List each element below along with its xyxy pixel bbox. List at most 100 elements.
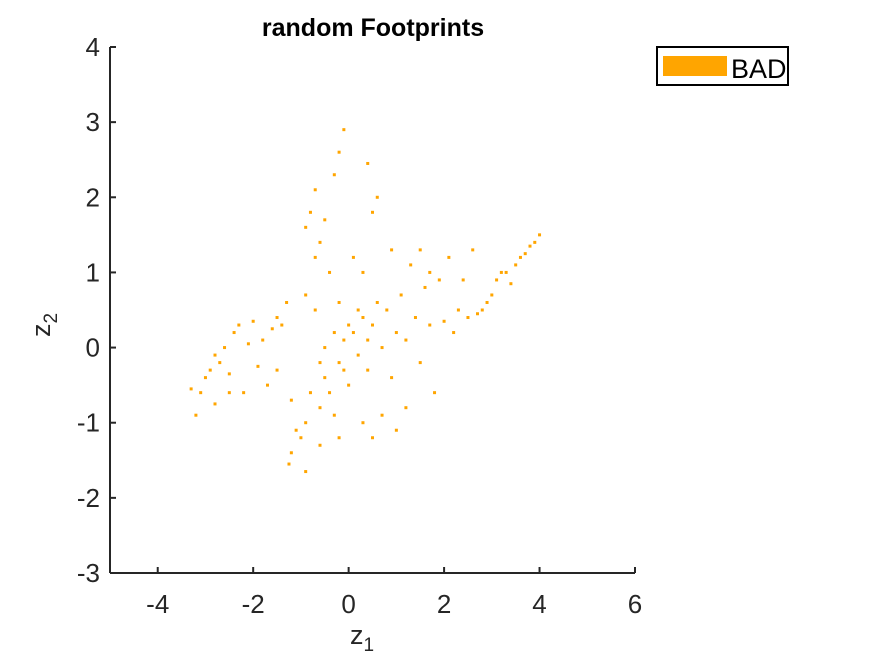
data-point [313, 308, 317, 312]
data-point [318, 240, 322, 244]
data-point [318, 443, 322, 447]
data-point [466, 316, 470, 320]
data-point [223, 346, 227, 350]
data-point [218, 361, 222, 365]
data-point [328, 270, 332, 274]
y-tick-label: 2 [86, 182, 100, 212]
data-point [342, 368, 346, 372]
legend: BAD [656, 46, 789, 86]
data-point [356, 308, 360, 312]
data-point [490, 293, 494, 297]
data-point [366, 161, 370, 165]
data-point [351, 331, 355, 335]
data-point [308, 391, 312, 395]
y-ticks: -3 -2 -1 0 1 2 3 4 [77, 32, 116, 588]
data-point [442, 319, 446, 323]
data-point [194, 413, 198, 417]
data-point [208, 368, 212, 372]
data-point [538, 233, 542, 237]
data-point [428, 270, 432, 274]
data-point [366, 338, 370, 342]
data-point [342, 128, 346, 132]
data-point [270, 327, 274, 331]
data-point [361, 421, 365, 425]
data-point [390, 376, 394, 380]
data-point [351, 255, 355, 259]
data-point [285, 300, 289, 304]
data-point [304, 470, 308, 474]
data-point [394, 428, 398, 432]
x-tick-label: 2 [437, 589, 451, 619]
data-point [390, 248, 394, 252]
data-point [313, 255, 317, 259]
data-point [256, 364, 260, 368]
data-point [423, 285, 427, 289]
y-axis-label: z2 [26, 313, 62, 337]
data-point [242, 391, 246, 395]
data-point [227, 391, 231, 395]
data-point [471, 248, 475, 252]
x-ticks: -4 -2 0 2 4 6 [146, 567, 642, 619]
y-tick-label: -1 [77, 408, 100, 438]
x-tick-label: 0 [341, 589, 355, 619]
x-axis-label: z1 [350, 620, 374, 656]
chart-title: random Footprints [262, 14, 484, 42]
data-point [337, 150, 341, 154]
data-point [347, 323, 351, 327]
y-tick-label: 3 [86, 107, 100, 137]
y-tick-label: -3 [77, 558, 100, 588]
data-point [308, 210, 312, 214]
data-point [246, 342, 250, 346]
data-point [480, 308, 484, 312]
data-point [361, 316, 365, 320]
data-point [533, 240, 537, 244]
data-point [189, 387, 193, 391]
data-point [428, 323, 432, 327]
data-point [337, 300, 341, 304]
data-point [323, 376, 327, 380]
data-point [404, 406, 408, 410]
data-point [509, 282, 513, 286]
data-point [452, 331, 456, 335]
data-point [361, 270, 365, 274]
data-point [437, 278, 441, 282]
data-point [294, 428, 298, 432]
data-point [213, 353, 217, 357]
data-point [328, 391, 332, 395]
data-point [332, 413, 336, 417]
data-point [404, 338, 408, 342]
y-tick-label: 0 [86, 333, 100, 363]
data-point [371, 323, 374, 327]
data-point [289, 451, 293, 455]
x-tick-label: -4 [146, 589, 169, 619]
data-point [528, 244, 532, 248]
data-point [266, 383, 269, 387]
x-tick-label: 4 [532, 589, 546, 619]
legend-swatch [663, 56, 727, 76]
data-point [375, 300, 379, 304]
data-point [337, 436, 341, 440]
data-point [380, 413, 384, 417]
y-tick-label: -2 [77, 483, 100, 513]
data-point [275, 316, 279, 320]
data-point [299, 436, 303, 440]
data-point [261, 338, 265, 342]
data-point [332, 173, 336, 177]
data-point [433, 391, 437, 395]
data-point [447, 255, 451, 259]
axes: -4 -2 0 2 4 6 -3 -2 -1 0 1 2 3 4 [77, 32, 642, 619]
data-point [476, 312, 479, 316]
data-point [227, 372, 231, 376]
data-point [356, 353, 360, 357]
data-point [289, 398, 293, 402]
data-point [380, 346, 384, 350]
data-point [409, 263, 413, 267]
data-point [332, 331, 336, 335]
data-point [504, 270, 508, 274]
data-point [199, 391, 203, 395]
data-point [371, 436, 374, 440]
data-point [237, 323, 241, 327]
data-point [366, 368, 370, 372]
data-point [499, 270, 503, 274]
